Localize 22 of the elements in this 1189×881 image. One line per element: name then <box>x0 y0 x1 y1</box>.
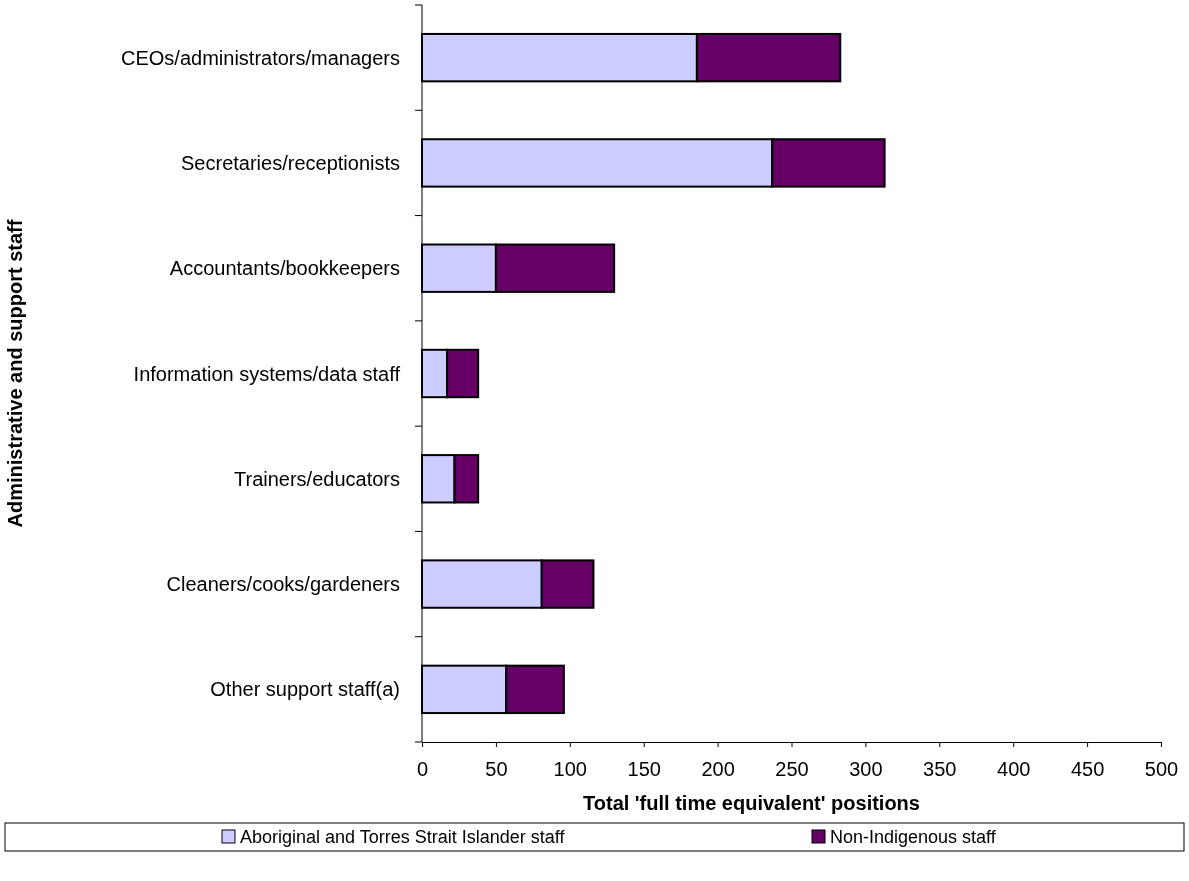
x-tick-label: 450 <box>1070 758 1105 780</box>
x-tick-label: 250 <box>775 758 809 780</box>
y-axis-title: Administrative and support staff <box>4 219 26 528</box>
y-tick-label: Information systems/data staff <box>133 362 401 385</box>
x-tick-label: 350 <box>923 758 957 780</box>
x-tick-label: 0 <box>416 758 429 780</box>
x-tick-label: 500 <box>1144 758 1179 780</box>
x-axis-title: Total 'full time equivalent' positions <box>583 792 920 814</box>
x-tick-label: 200 <box>701 758 735 780</box>
x-tick-label: 300 <box>849 758 883 780</box>
y-tick-label: Trainers/educators <box>234 467 400 490</box>
y-tick-label: Cleaners/cooks/gardeners <box>166 573 400 596</box>
y-tick-label: Other support staff(a) <box>210 678 400 701</box>
legend-label: Non-Indigenous staff <box>830 827 997 848</box>
y-tick-label: Accountants/bookkeepers <box>169 257 400 280</box>
x-tick-label: 150 <box>627 758 661 780</box>
x-tick-label: 100 <box>553 758 587 780</box>
legend-label: Aboriginal and Torres Strait Islander staff <box>240 827 566 848</box>
y-tick-label: CEOs/administrators/managers <box>121 46 400 69</box>
y-tick-label: Secretaries/receptionists <box>181 151 400 174</box>
x-tick-label: 50 <box>485 758 508 780</box>
x-tick-label: 400 <box>997 758 1031 780</box>
